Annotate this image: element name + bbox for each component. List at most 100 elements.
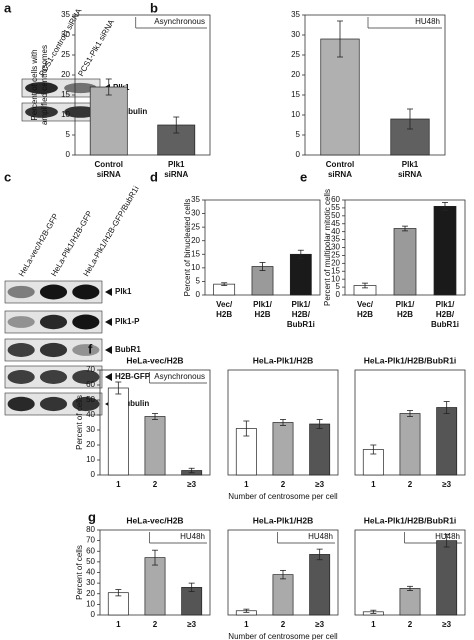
bar — [433, 205, 457, 296]
x-tick-label: Plk1 — [402, 160, 419, 169]
y-tick-label: 25 — [331, 251, 340, 260]
y-tick-label: 15 — [291, 90, 300, 99]
bar — [390, 118, 430, 156]
y-axis-label: Percent of multipolar mitotic cells — [323, 189, 332, 306]
y-axis-label: Percent of binucleated cells — [183, 199, 192, 297]
x-axis-label: Number of centrosome per cell — [228, 492, 338, 501]
y-tick-label: 80 — [86, 525, 95, 534]
y-tick-label: 25 — [191, 222, 200, 231]
bar — [144, 416, 166, 476]
y-tick-label: 45 — [331, 219, 340, 228]
x-tick-label: ≥3 — [187, 480, 196, 489]
x-tick-label: Plk1/ — [436, 300, 455, 309]
y-tick-label: 30 — [86, 425, 95, 434]
x-tick-label: H2B — [397, 310, 413, 319]
y-tick-label: 30 — [61, 30, 70, 39]
y-tick-label: 10 — [61, 110, 70, 119]
x-tick-label: 2 — [281, 480, 286, 489]
x-tick-label: siRNA — [164, 170, 188, 179]
blot-band — [39, 396, 68, 412]
blot-band — [39, 370, 68, 384]
blot-band — [7, 396, 35, 412]
y-tick-label: 10 — [86, 599, 95, 608]
y-tick-label: 35 — [291, 10, 300, 19]
x-tick-label: Control — [326, 160, 354, 169]
y-tick-label: 15 — [191, 249, 200, 258]
y-tick-label: 20 — [191, 236, 200, 245]
y-axis-label: Percent of cells — [75, 545, 84, 600]
y-tick-label: 30 — [191, 209, 200, 218]
y-tick-label: 40 — [86, 568, 95, 577]
row-label: H2B-GFP — [115, 372, 151, 381]
x-tick-label: Plk1/ — [253, 300, 272, 309]
y-tick-label: 5 — [196, 277, 201, 286]
chart-title: HeLa-Plk1/H2B/BubR1i — [364, 355, 457, 365]
y-tick-label: 25 — [61, 50, 70, 59]
x-tick-label: 2 — [281, 620, 286, 629]
y-tick-label: 10 — [291, 110, 300, 119]
annotation: Asynchronous — [154, 17, 205, 26]
x-tick-label: Vec/ — [216, 300, 233, 309]
y-tick-label: 60 — [86, 546, 95, 555]
bar — [320, 38, 360, 156]
y-tick-label: 20 — [291, 70, 300, 79]
x-tick-label: siRNA — [398, 170, 422, 179]
y-tick-label: 0 — [91, 610, 96, 619]
blot-band — [39, 314, 68, 330]
x-tick-label: H2B/ — [436, 310, 455, 319]
chart-title: HeLa-vec/H2B — [126, 355, 183, 365]
y-tick-label: 35 — [191, 195, 200, 204]
chart-title: HeLa-Plk1/H2B — [253, 515, 313, 525]
x-tick-label: 2 — [153, 620, 158, 629]
blot-band — [7, 316, 35, 328]
y-axis-label: amplified centrosomes — [40, 45, 49, 125]
x-tick-label: siRNA — [328, 170, 352, 179]
y-tick-label: 60 — [331, 195, 340, 204]
chart-title: HeLa-Plk1/H2B — [253, 355, 313, 365]
blot-band — [39, 284, 68, 300]
blot-band — [25, 82, 58, 94]
y-tick-label: 30 — [86, 578, 95, 587]
y-tick-label: 5 — [336, 282, 341, 291]
x-tick-label: ≥3 — [442, 620, 451, 629]
x-tick-label: ≥3 — [315, 620, 324, 629]
x-tick-label: siRNA — [97, 170, 121, 179]
y-tick-label: 30 — [331, 243, 340, 252]
bar — [399, 413, 421, 476]
y-tick-label: 40 — [331, 227, 340, 236]
x-tick-label: ≥3 — [187, 620, 196, 629]
row-label: α-tubulin — [113, 107, 147, 116]
y-tick-label: 10 — [331, 274, 340, 283]
y-tick-label: 0 — [91, 470, 96, 479]
y-tick-label: 70 — [86, 365, 95, 374]
panel-letter: d — [150, 169, 158, 184]
y-tick-label: 70 — [86, 536, 95, 545]
row-label: Plk1 — [115, 287, 132, 296]
y-tick-label: 30 — [291, 30, 300, 39]
x-tick-label: Plk1/ — [291, 300, 310, 309]
y-tick-label: 15 — [61, 90, 70, 99]
x-tick-label: 1 — [116, 480, 121, 489]
x-tick-label: 2 — [153, 480, 158, 489]
y-tick-label: 50 — [86, 395, 95, 404]
row-arrow — [105, 288, 112, 296]
bar — [89, 86, 128, 156]
x-tick-label: H2B — [254, 310, 270, 319]
blot-band — [25, 106, 58, 118]
panel-letter: a — [4, 0, 12, 15]
y-tick-label: 20 — [86, 440, 95, 449]
y-tick-label: 20 — [331, 258, 340, 267]
bar — [272, 574, 294, 616]
blot-band — [72, 284, 100, 300]
plot-frame — [304, 14, 446, 156]
blot-band — [64, 82, 97, 94]
blot-band — [39, 342, 68, 358]
y-tick-label: 35 — [331, 235, 340, 244]
y-tick-label: 5 — [66, 130, 71, 139]
annotation: HU48h — [308, 532, 333, 541]
blot-band — [7, 285, 35, 299]
blot-band — [7, 370, 35, 384]
x-tick-label: H2B — [357, 310, 373, 319]
